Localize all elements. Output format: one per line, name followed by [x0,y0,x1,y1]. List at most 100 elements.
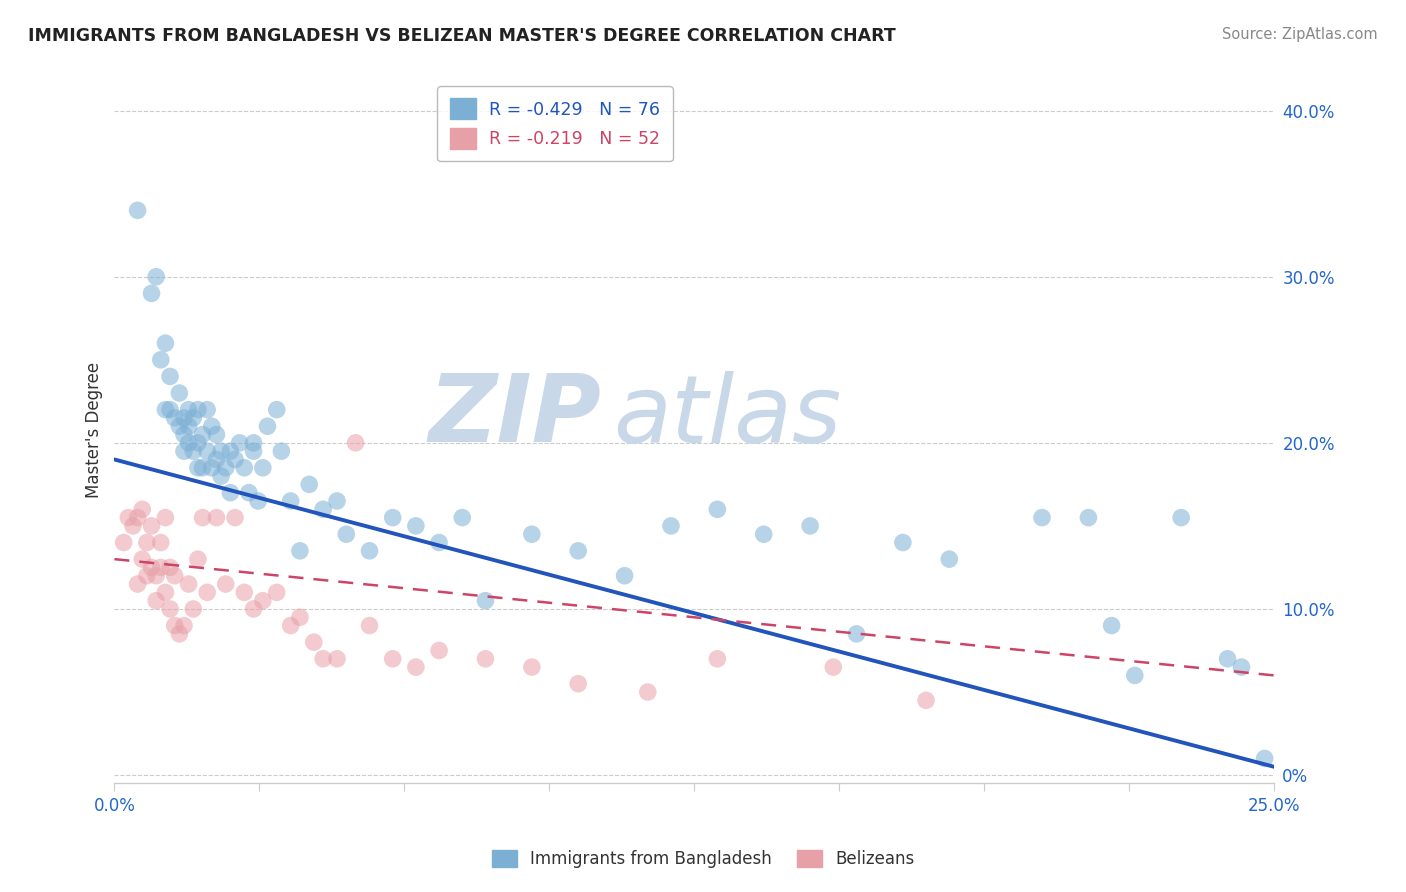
Point [135,535,157,549]
Point [613,568,636,582]
Point [191,427,214,442]
Point [127,577,149,591]
Point [637,685,659,699]
Point [288,544,311,558]
Point [233,585,256,599]
Point [173,411,195,425]
Point [205,510,228,524]
Point [187,460,209,475]
Point [141,519,163,533]
Point [1253,751,1275,765]
Point [474,652,496,666]
Point [181,411,204,425]
Point [845,627,868,641]
Point [205,452,228,467]
Point [567,544,589,558]
Point [141,286,163,301]
Point [242,435,264,450]
Point [141,560,163,574]
Point [191,510,214,524]
Point [567,676,589,690]
Point [1170,510,1192,524]
Point [122,519,145,533]
Point [159,369,181,384]
Point [215,460,238,475]
Point [915,693,938,707]
Point [155,336,177,351]
Point [288,610,311,624]
Point [209,469,232,483]
Point [219,485,242,500]
Point [427,535,450,549]
Point [381,510,404,524]
Point [312,502,335,516]
Point [163,568,186,582]
Point [177,435,200,450]
Point [242,444,264,458]
Point [173,427,195,442]
Point [520,660,543,674]
Point [127,203,149,218]
Point [173,444,195,458]
Point [201,419,224,434]
Point [127,510,149,524]
Point [381,652,404,666]
Point [187,552,209,566]
Point [224,452,246,467]
Point [1101,618,1123,632]
Point [131,502,153,516]
Text: IMMIGRANTS FROM BANGLADESH VS BELIZEAN MASTER'S DEGREE CORRELATION CHART: IMMIGRANTS FROM BANGLADESH VS BELIZEAN M… [28,27,896,45]
Point [215,577,238,591]
Point [1216,652,1239,666]
Point [233,460,256,475]
Point [181,602,204,616]
Point [187,435,209,450]
Legend: R = -0.429   N = 76, R = -0.219   N = 52: R = -0.429 N = 76, R = -0.219 N = 52 [437,87,672,161]
Point [280,494,302,508]
Point [169,627,191,641]
Point [177,402,200,417]
Point [242,602,264,616]
Point [252,593,274,607]
Point [256,419,278,434]
Point [238,485,260,500]
Point [405,660,427,674]
Point [205,427,228,442]
Point [326,494,349,508]
Point [117,510,139,524]
Point [312,652,335,666]
Legend: Immigrants from Bangladesh, Belizeans: Immigrants from Bangladesh, Belizeans [485,843,921,875]
Point [145,568,167,582]
Point [209,444,232,458]
Point [149,352,172,367]
Point [247,494,270,508]
Point [159,602,181,616]
Point [195,444,218,458]
Point [195,585,218,599]
Point [155,402,177,417]
Point [520,527,543,541]
Text: atlas: atlas [613,371,841,462]
Point [280,618,302,632]
Point [706,502,728,516]
Point [938,552,960,566]
Y-axis label: Master's Degree: Master's Degree [86,362,103,499]
Point [359,544,381,558]
Point [224,510,246,524]
Point [335,527,357,541]
Point [270,444,292,458]
Point [1077,510,1099,524]
Point [145,593,167,607]
Point [155,510,177,524]
Point [252,460,274,475]
Point [799,519,821,533]
Point [752,527,775,541]
Point [1031,510,1053,524]
Point [451,510,474,524]
Point [169,386,191,401]
Point [145,269,167,284]
Point [302,635,325,649]
Text: Source: ZipAtlas.com: Source: ZipAtlas.com [1222,27,1378,42]
Point [163,618,186,632]
Point [659,519,682,533]
